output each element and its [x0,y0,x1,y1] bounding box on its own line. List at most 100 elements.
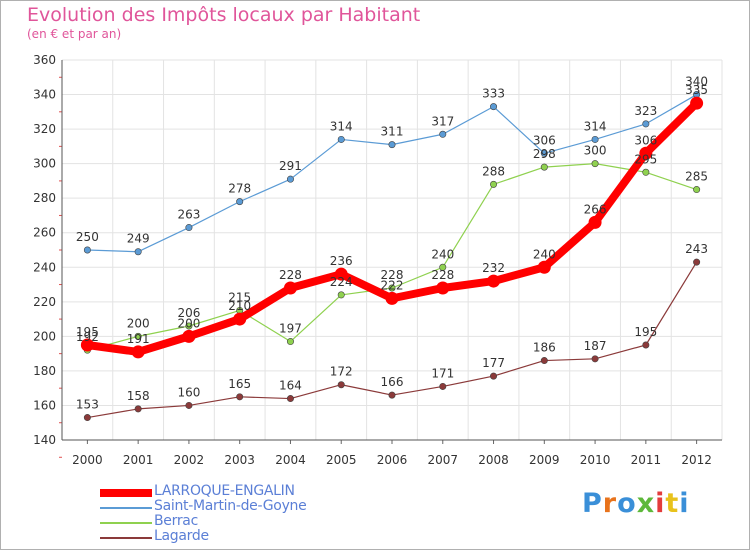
legend-swatch [100,537,152,539]
point-lagarde [693,258,701,266]
point-lagarde [134,405,142,413]
point-lagarde [236,393,244,401]
legend-label: LARROQUE-ENGALIN [154,483,295,499]
point-saint-martin-de-goyne [286,175,294,183]
point-larroque-engalin [233,312,247,326]
data-label-berrac: 288 [482,164,505,178]
point-berrac [388,284,396,292]
data-label-berrac: 206 [177,306,200,320]
data-label-saint-martin-de-goyne: 314 [584,119,607,133]
data-label-larroque-engalin: 200 [177,316,200,330]
y-tick-label: 220 [33,295,56,309]
y-tick-label: 160 [33,398,56,412]
x-tick-label: 2010 [580,453,611,467]
x-tick-label: 2002 [174,453,205,467]
data-label-larroque-engalin: 306 [634,133,657,147]
data-label-saint-martin-de-goyne: 323 [634,104,657,118]
data-label-lagarde: 166 [381,375,404,389]
point-larroque-engalin [385,291,399,305]
x-tick-label: 2011 [631,453,662,467]
data-label-saint-martin-de-goyne: 250 [76,230,99,244]
chart-title: Evolution des Impôts locaux par Habitant [27,4,421,26]
y-tick-label: 340 [33,88,56,102]
data-label-saint-martin-de-goyne: 317 [431,114,454,128]
point-saint-martin-de-goyne [490,103,498,111]
legend-swatch [100,522,152,524]
point-lagarde [591,355,599,363]
point-larroque-engalin [283,281,297,295]
point-saint-martin-de-goyne [185,224,193,232]
point-berrac [540,163,548,171]
data-label-lagarde: 195 [634,325,657,339]
data-label-lagarde: 177 [482,356,505,370]
legend: LARROQUE-ENGALIN Saint-Martin-de-Goyne Ber… [98,483,428,547]
data-label-lagarde: 186 [533,341,556,355]
data-label-lagarde: 158 [127,389,150,403]
data-label-berrac: 298 [533,147,556,161]
data-label-lagarde: 171 [431,366,454,380]
point-berrac [693,186,701,194]
data-label-larroque-engalin: 335 [685,83,708,97]
data-label-larroque-engalin: 195 [76,325,99,339]
data-label-berrac: 228 [381,268,404,282]
data-label-berrac: 200 [127,316,150,330]
x-tick-label: 2000 [72,453,103,467]
logo-letter: t [665,488,680,519]
x-tick-label: 2001 [123,453,154,467]
point-larroque-engalin [639,146,653,160]
proxiti-logo: Proxiti [582,488,690,519]
point-berrac [439,263,447,271]
data-label-larroque-engalin: 232 [482,261,505,275]
data-label-saint-martin-de-goyne: 306 [533,133,556,147]
data-label-berrac: 224 [330,275,353,289]
point-lagarde [642,341,650,349]
data-label-berrac: 192 [76,330,99,344]
data-labels: 250 249 263 278 291 314 311 317 333 306 314 323 340 1… [76,75,708,412]
point-larroque-engalin [80,338,94,352]
data-label-saint-martin-de-goyne: 249 [127,232,150,246]
data-label-saint-martin-de-goyne: 333 [482,87,505,101]
series-lines [80,91,704,422]
point-larroque-engalin [487,274,501,288]
y-tick-label: 360 [33,53,56,67]
data-label-lagarde: 187 [584,339,607,353]
data-label-larroque-engalin: 222 [381,278,404,292]
point-saint-martin-de-goyne [642,120,650,128]
point-berrac [185,322,193,330]
point-lagarde [439,382,447,390]
x-tick-label: 2012 [681,453,712,467]
y-tick-label: 260 [33,226,56,240]
point-saint-martin-de-goyne [236,198,244,206]
y-tick-label: 200 [33,329,56,343]
data-label-saint-martin-de-goyne: 340 [685,75,708,89]
logo-letter: i [679,488,690,519]
data-label-lagarde: 243 [685,242,708,256]
point-saint-martin-de-goyne [540,149,548,157]
data-label-larroque-engalin: 240 [533,247,556,261]
grid-lines [61,59,723,441]
logo-letter: o [617,488,637,519]
legend-label: Lagarde [154,528,209,544]
data-label-berrac: 285 [685,170,708,184]
point-berrac [337,291,345,299]
data-label-lagarde: 160 [177,385,200,399]
point-lagarde [490,372,498,380]
point-larroque-engalin [334,267,348,281]
legend-label: Berrac [154,513,198,529]
logo-letter: P [582,488,603,519]
point-berrac [591,160,599,168]
legend-item: Berrac [98,513,418,530]
y-tick-label: 300 [33,157,56,171]
x-tick-label: 2009 [529,453,560,467]
y-tick-label: 320 [33,122,56,136]
data-label-lagarde: 165 [228,377,251,391]
point-larroque-engalin [537,260,551,274]
plot-area [62,60,722,440]
logo-letter: i [655,488,666,519]
data-label-larroque-engalin: 228 [431,268,454,282]
legend-label: Saint-Martin-de-Goyne [154,498,307,514]
point-berrac [286,338,294,346]
data-label-larroque-engalin: 210 [228,299,251,313]
logo-letter: r [602,488,618,519]
